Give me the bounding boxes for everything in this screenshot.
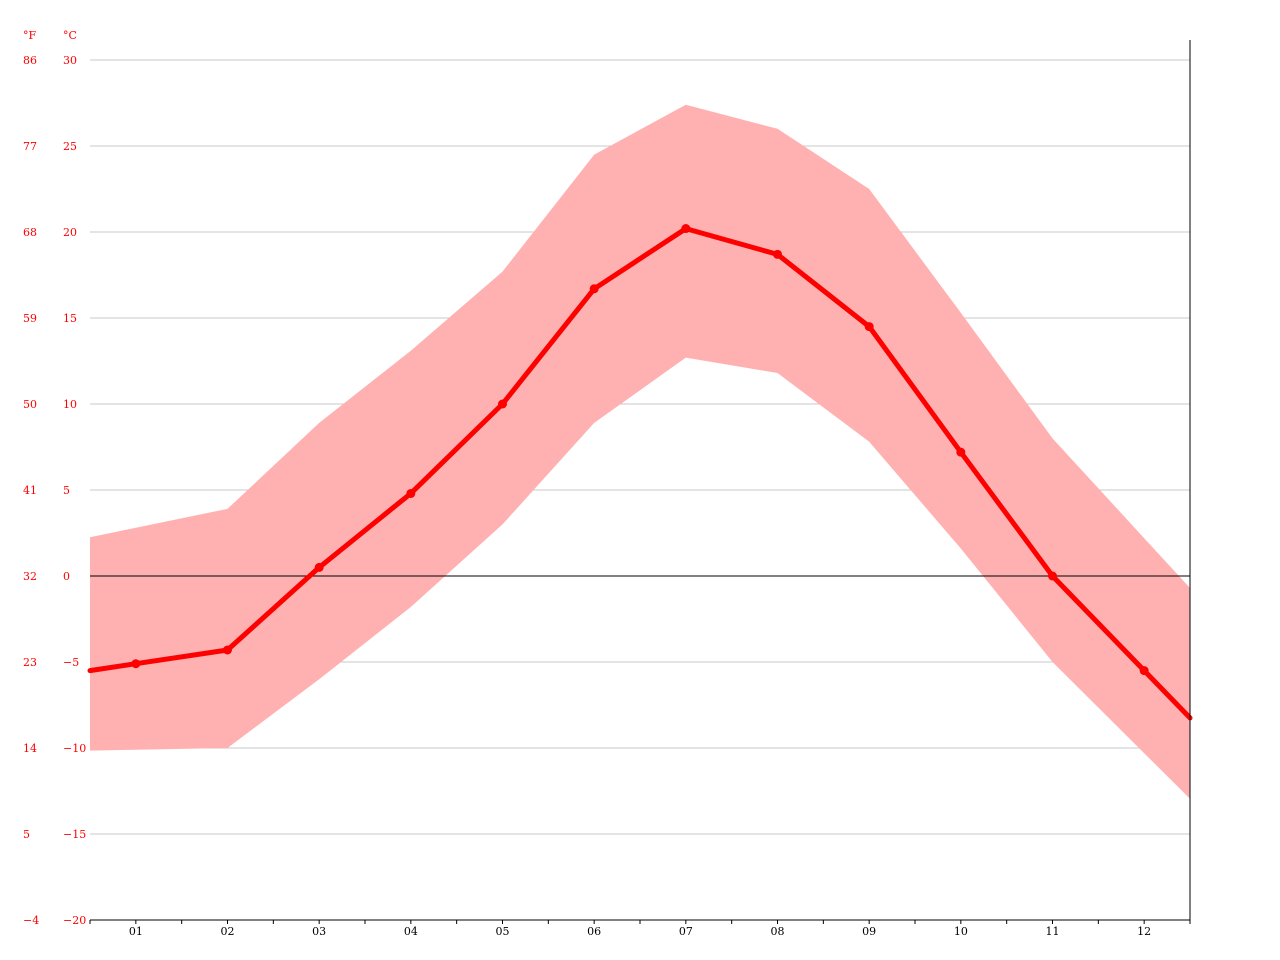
x-tick-label: 04 bbox=[404, 925, 418, 938]
y-tick-fahrenheit: 14 bbox=[23, 742, 37, 755]
axes bbox=[89, 40, 1191, 924]
y-tick-celsius: −20 bbox=[63, 914, 86, 927]
temperature-range-area bbox=[90, 104, 1190, 799]
data-points bbox=[131, 224, 1149, 676]
y-tick-celsius: −15 bbox=[63, 828, 86, 841]
y-tick-celsius: 20 bbox=[63, 226, 77, 239]
y-tick-fahrenheit: 68 bbox=[23, 226, 37, 239]
x-tick-label: 03 bbox=[312, 925, 326, 938]
y-tick-celsius: −5 bbox=[63, 656, 79, 669]
x-tick-label: 05 bbox=[496, 925, 510, 938]
average-temperature-line bbox=[87, 226, 1193, 721]
data-point bbox=[223, 645, 232, 655]
y-tick-fahrenheit: −4 bbox=[23, 914, 39, 927]
fahrenheit-unit-label: °F bbox=[23, 29, 37, 42]
y-tick-fahrenheit: 50 bbox=[23, 398, 37, 411]
celsius-unit-label: °C bbox=[63, 29, 77, 42]
y-tick-labels: 86 30 77 25 68 20 59 15 50 10 41 5 32 0 23 −5 14 −10 5 −15 −… bbox=[23, 54, 86, 927]
x-tick-label: 02 bbox=[221, 925, 235, 938]
data-point bbox=[1048, 571, 1057, 581]
x-tick-label: 09 bbox=[862, 925, 876, 938]
data-point bbox=[773, 249, 782, 259]
y-tick-celsius: 0 bbox=[63, 570, 70, 583]
x-tick-label: 10 bbox=[954, 925, 968, 938]
y-tick-fahrenheit: 5 bbox=[23, 828, 30, 841]
x-tick-label: 07 bbox=[679, 925, 693, 938]
x-tick-labels: 01 02 03 04 05 06 07 08 09 10 11 12 bbox=[129, 925, 1151, 938]
y-tick-celsius: 30 bbox=[63, 54, 77, 67]
x-tick-label: 06 bbox=[587, 925, 601, 938]
data-point bbox=[131, 659, 141, 669]
data-point bbox=[406, 488, 416, 498]
data-point bbox=[314, 562, 324, 572]
y-tick-celsius: 15 bbox=[63, 312, 77, 325]
y-tick-fahrenheit: 77 bbox=[23, 140, 37, 153]
y-tick-fahrenheit: 86 bbox=[23, 54, 37, 67]
x-tick-label: 08 bbox=[771, 925, 785, 938]
y-tick-celsius: 10 bbox=[63, 398, 77, 411]
y-tick-celsius: 25 bbox=[63, 140, 77, 153]
y-tick-fahrenheit: 59 bbox=[23, 312, 37, 325]
data-point bbox=[498, 399, 507, 409]
x-tick-label: 01 bbox=[129, 925, 143, 938]
data-point bbox=[589, 284, 599, 294]
y-tick-fahrenheit: 41 bbox=[23, 484, 37, 497]
x-tick-label: 12 bbox=[1137, 925, 1151, 938]
y-tick-celsius: −10 bbox=[63, 742, 86, 755]
data-point bbox=[956, 447, 966, 457]
temperature-band bbox=[90, 104, 1190, 799]
data-point bbox=[681, 224, 691, 234]
y-tick-fahrenheit: 32 bbox=[23, 570, 37, 583]
average-line bbox=[87, 226, 1193, 721]
x-tick-label: 11 bbox=[1046, 925, 1060, 938]
data-point bbox=[1139, 666, 1149, 676]
data-point bbox=[864, 322, 874, 332]
y-tick-celsius: 5 bbox=[63, 484, 70, 497]
y-tick-fahrenheit: 23 bbox=[23, 656, 37, 669]
